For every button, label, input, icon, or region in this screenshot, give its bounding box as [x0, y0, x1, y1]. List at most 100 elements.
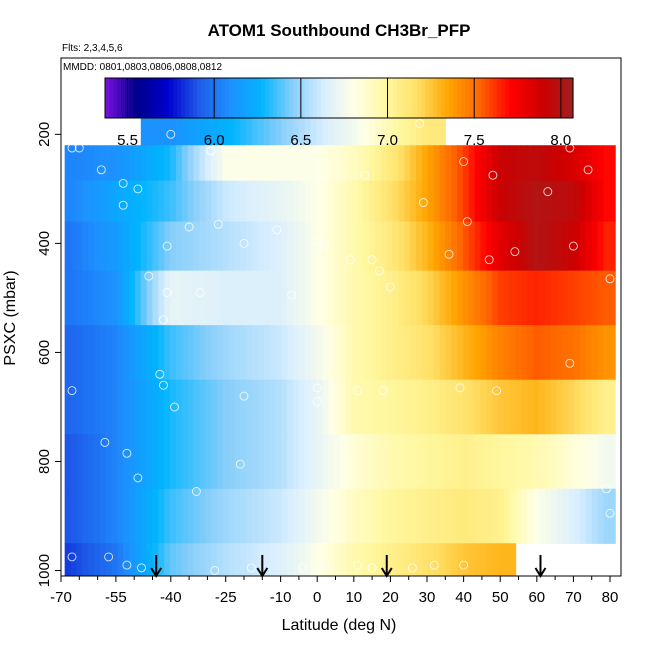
colorbar-segment — [521, 78, 526, 118]
heatmap-cell — [298, 379, 306, 435]
heatmap-cell — [222, 543, 230, 576]
heatmap-cell — [521, 379, 528, 435]
heatmap-cell — [363, 325, 370, 381]
heatmap-cell — [328, 221, 335, 272]
heatmap-cell — [351, 112, 359, 146]
heatmap-cell — [609, 325, 616, 381]
heatmap-cell — [544, 325, 552, 381]
heatmap-cell — [140, 543, 148, 576]
x-tick-label: 70 — [565, 589, 582, 606]
heatmap-cell — [211, 543, 218, 576]
colorbar-segment — [185, 78, 190, 118]
heatmap-cell — [175, 488, 183, 544]
heatmap-cell — [416, 543, 423, 576]
heatmap-cell — [556, 488, 564, 544]
heatmap-cell — [99, 488, 107, 544]
heatmap-cell — [263, 488, 271, 544]
heatmap-cell — [117, 221, 124, 272]
heatmap-cell — [205, 221, 212, 272]
heatmap-cell — [474, 180, 482, 223]
heatmap-cell — [281, 180, 288, 223]
heatmap-cell — [562, 379, 569, 435]
heatmap-cell — [509, 270, 517, 326]
heatmap-cell — [521, 434, 528, 490]
heatmap-cell — [433, 270, 441, 326]
heatmap-cell — [234, 325, 241, 381]
heatmap-cell — [293, 325, 300, 381]
colorbar-segment — [421, 78, 426, 118]
heatmap-cell — [474, 434, 482, 490]
heatmap-cell — [392, 379, 400, 435]
sample-point — [525, 566, 534, 575]
heatmap-cell — [544, 221, 552, 272]
heatmap-cell — [181, 112, 189, 146]
colorbar-segment — [389, 78, 394, 118]
heatmap-cell — [211, 112, 218, 146]
heatmap-cell — [398, 270, 405, 326]
heatmap-cell — [544, 270, 552, 326]
sample-point — [345, 255, 355, 265]
heatmap-cell — [462, 434, 470, 490]
heatmap-cell — [462, 145, 470, 182]
heatmap-cell — [550, 221, 558, 272]
heatmap-cell — [386, 180, 394, 223]
heatmap-cell — [105, 270, 113, 326]
heatmap-cell — [193, 434, 200, 490]
colorbar-segment — [253, 78, 258, 118]
colorbar-segment — [413, 78, 418, 118]
heatmap-cell — [398, 112, 405, 146]
heatmap-cell — [509, 221, 517, 272]
heatmap-cell — [533, 145, 540, 182]
colorbar-segment — [285, 78, 290, 118]
heatmap-cell — [205, 434, 212, 490]
heatmap-cell — [468, 543, 476, 576]
heatmap-cell — [357, 543, 364, 576]
heatmap-cell — [462, 543, 470, 576]
heatmap-cell — [539, 379, 546, 435]
heatmap-cell — [334, 221, 341, 272]
heatmap-cell — [580, 270, 587, 326]
heatmap-cell — [322, 379, 329, 435]
x-tick-label: -25 — [215, 589, 237, 606]
sample-point — [67, 143, 77, 153]
heatmap-cell — [345, 145, 353, 182]
heatmap-cell — [404, 145, 411, 182]
colorbar-segment — [293, 78, 298, 118]
heatmap-cell — [345, 270, 353, 326]
heatmap-cell — [515, 180, 523, 223]
heatmap-cell — [392, 145, 400, 182]
heatmap-cell — [82, 221, 89, 272]
heatmap-cell — [298, 434, 306, 490]
heatmap-cell — [345, 325, 353, 381]
heatmap-cell — [457, 180, 464, 223]
colorbar-segment — [353, 78, 358, 118]
heatmap-cell — [357, 379, 364, 435]
heatmap-cell — [498, 270, 505, 326]
colorbar-segment — [481, 78, 486, 118]
heatmap-cell — [146, 180, 154, 223]
heatmap-cell — [498, 221, 505, 272]
heatmap-cell — [117, 270, 124, 326]
heatmap-cell — [585, 221, 593, 272]
heatmap-cell — [269, 112, 277, 146]
heatmap-cell — [369, 270, 376, 326]
heatmap-cell — [550, 180, 558, 223]
heatmap-cell — [146, 325, 154, 381]
heatmap-cell — [421, 270, 429, 326]
heatmap-cell — [146, 145, 154, 182]
heatmap-cell — [334, 325, 341, 381]
colorbar-segment — [137, 78, 142, 118]
heatmap-cell — [357, 221, 364, 272]
heatmap-cell — [269, 145, 277, 182]
heatmap-cell — [392, 180, 400, 223]
colorbar-segment — [493, 78, 498, 118]
heatmap-cell — [64, 543, 72, 576]
heatmap-cell — [70, 270, 77, 326]
heatmap-cell — [152, 488, 159, 544]
heatmap-cell — [152, 270, 159, 326]
heatmap-cell — [457, 270, 464, 326]
heatmap-cell — [398, 145, 405, 182]
heatmap-cell — [568, 379, 575, 435]
heatmap-cell — [64, 488, 72, 544]
sample-point — [133, 473, 143, 483]
